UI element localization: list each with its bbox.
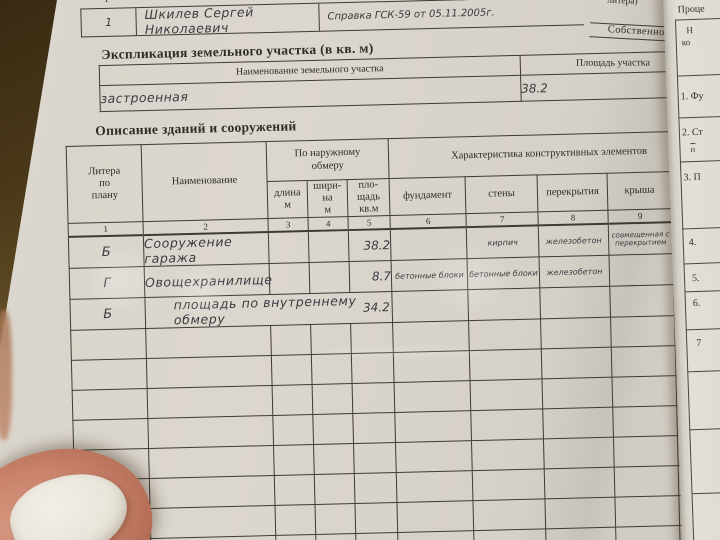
row-walls: кирпич [466, 225, 540, 259]
row-litera: Б [69, 297, 146, 331]
owner-name: Шкилев Сергей Николаевич [135, 3, 319, 36]
header-litera: Литера по плану [66, 144, 144, 224]
row-foundation [390, 227, 468, 261]
row-foundation: бетонные блоки [391, 258, 468, 292]
owner-row: 1 Шкилев Сергей Николаевич Справка ГСК-5… [80, 0, 584, 38]
adjacent-cell: ко [681, 37, 691, 48]
adjacent-cell: Н [686, 24, 694, 36]
adjacent-item-5: 5. [691, 272, 700, 285]
row-walls: бетонные блоки [467, 257, 540, 290]
header-length: длина м [267, 180, 308, 219]
row-name: Овощехранилище [144, 263, 273, 298]
adjacent-item-7: 7 [696, 337, 702, 350]
header-roof: крыша [607, 171, 672, 211]
col-number: 4 [307, 216, 349, 232]
header-name: Наименование [141, 141, 269, 222]
row-ceilings: железобетон [538, 223, 610, 258]
row-litera: Г [69, 266, 145, 300]
row-litera: Б [68, 235, 145, 269]
adjacent-item-3: 3. П [683, 171, 701, 184]
row-area: 8.7 [349, 260, 392, 293]
row-ceilings: железобетон [539, 255, 610, 289]
header-area: пло- щадь кв.м [347, 178, 390, 217]
litera-header-partial: литера) [607, 0, 638, 7]
adjacent-item-2: 2. Ст [681, 126, 704, 139]
col-number: 3 [268, 217, 309, 233]
col-number: 5 [347, 215, 391, 231]
row-area: 38.2 [348, 229, 392, 262]
header-width: шири- на м [307, 179, 348, 218]
owner-document: Справка ГСК-59 от 05.11.2005г. [318, 0, 584, 31]
adjacent-item-1: 1. Фу [680, 90, 704, 103]
finger-edge [0, 310, 12, 440]
header-outer-measure: По наружному обмеру [266, 138, 390, 182]
header-ceilings: перекрытия [537, 173, 608, 213]
adjacent-item-2b: п [690, 142, 696, 155]
row-name: площадь по внутреннему обмеру [173, 293, 357, 328]
row-roof [609, 253, 674, 287]
owner-row-number: 1 [105, 15, 113, 29]
adjacent-page-title: Литера [677, 0, 710, 1]
row-roof: совмещенная с перекрытием [608, 222, 674, 256]
adjacent-item-4: 4. [688, 236, 697, 249]
row-area: 34.2 [362, 300, 390, 315]
row-name: Сооружение гаража [143, 232, 270, 267]
buildings-section-title: Описание зданий и сооружений [95, 118, 297, 139]
owner-col-number-1: 1 [104, 0, 109, 4]
header-walls: стены [465, 174, 538, 214]
adjacent-page-subtitle: Проце [677, 3, 705, 16]
adjacent-item-6: 6. [692, 297, 701, 310]
finger [0, 426, 192, 540]
header-foundation: фундамент [389, 176, 466, 216]
